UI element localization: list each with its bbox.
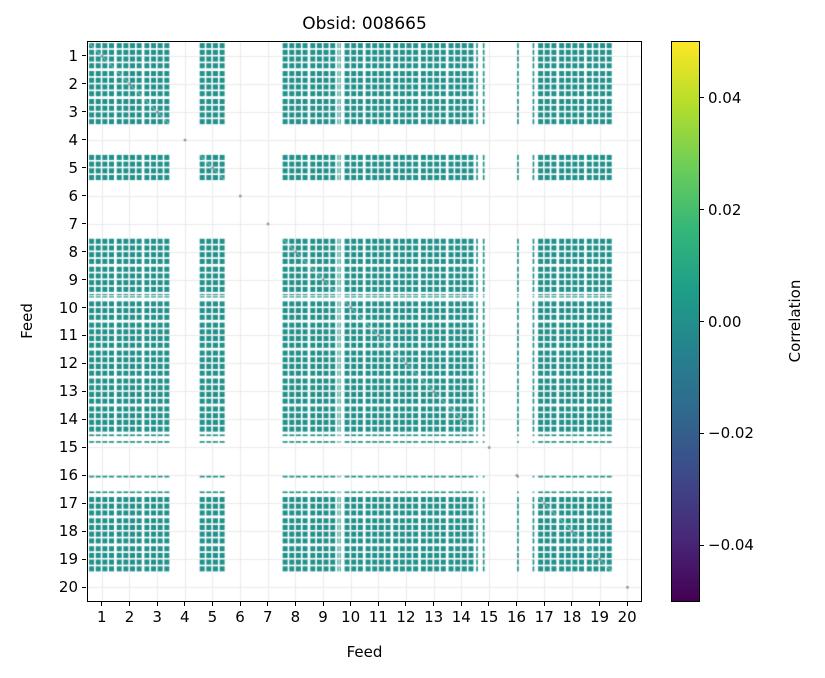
x-tick-label: 17 bbox=[534, 608, 554, 626]
x-tick-label: 11 bbox=[368, 608, 388, 626]
y-tick-label: 11 bbox=[58, 326, 78, 345]
colorbar-tick-label: −0.02 bbox=[708, 424, 754, 443]
y-tick-mark bbox=[82, 362, 86, 364]
x-tick-mark bbox=[239, 602, 241, 606]
x-tick-mark bbox=[460, 602, 462, 606]
x-tick-mark bbox=[488, 602, 490, 606]
x-tick-mark bbox=[516, 602, 518, 606]
x-tick-label: 6 bbox=[235, 608, 245, 626]
x-tick-label: 12 bbox=[396, 608, 416, 626]
x-tick-label: 16 bbox=[507, 608, 527, 626]
y-tick-label: 8 bbox=[68, 242, 78, 261]
x-tick-label: 19 bbox=[589, 608, 610, 626]
x-tick-mark bbox=[405, 602, 407, 606]
x-tick-mark bbox=[350, 602, 352, 606]
y-tick-label: 1 bbox=[68, 46, 78, 65]
y-tick-mark bbox=[82, 111, 86, 113]
x-tick-mark bbox=[433, 602, 435, 606]
y-tick-mark bbox=[82, 167, 86, 169]
y-tick-mark bbox=[82, 558, 86, 560]
x-tick-label: 9 bbox=[318, 608, 328, 626]
y-tick-mark bbox=[82, 195, 86, 197]
y-tick-mark bbox=[82, 279, 86, 281]
y-tick-mark bbox=[82, 55, 86, 57]
x-tick-mark bbox=[571, 602, 573, 606]
colorbar-tick-label: 0.00 bbox=[708, 312, 742, 331]
x-tick-label: 1 bbox=[97, 608, 107, 626]
y-tick-label: 10 bbox=[58, 298, 78, 317]
x-tick-label: 18 bbox=[562, 608, 582, 626]
x-tick-mark bbox=[184, 602, 186, 606]
colorbar-tick-label: −0.04 bbox=[708, 536, 754, 555]
x-tick-label: 5 bbox=[207, 608, 218, 626]
x-tick-mark bbox=[626, 602, 628, 606]
x-tick-label: 4 bbox=[179, 608, 190, 626]
x-tick-mark bbox=[101, 602, 103, 606]
y-tick-mark bbox=[82, 530, 86, 532]
y-tick-label: 20 bbox=[58, 578, 78, 597]
y-tick-label: 17 bbox=[58, 494, 78, 513]
x-tick-label: 20 bbox=[617, 608, 637, 626]
y-tick-label: 2 bbox=[68, 74, 78, 93]
y-tick-mark bbox=[82, 83, 86, 85]
x-tick-label: 3 bbox=[152, 608, 162, 626]
y-tick-mark bbox=[82, 334, 86, 336]
y-tick-label: 12 bbox=[58, 354, 78, 373]
colorbar-tick-label: 0.04 bbox=[708, 88, 742, 107]
y-axis-label: Feed bbox=[18, 303, 36, 339]
y-tick-label: 7 bbox=[68, 214, 78, 233]
x-axis-label: Feed bbox=[346, 643, 383, 661]
y-tick-mark bbox=[82, 251, 86, 253]
y-tick-mark bbox=[82, 474, 86, 476]
y-tick-mark bbox=[82, 586, 86, 588]
colorbar bbox=[671, 41, 700, 602]
y-tick-label: 15 bbox=[58, 438, 78, 457]
x-tick-label: 2 bbox=[124, 608, 135, 626]
plot-area bbox=[87, 41, 642, 602]
x-tick-label: 8 bbox=[290, 608, 301, 626]
y-tick-mark bbox=[82, 446, 86, 448]
y-tick-label: 4 bbox=[68, 130, 78, 149]
y-tick-label: 18 bbox=[58, 522, 78, 541]
colorbar-tick-mark bbox=[700, 544, 704, 546]
y-tick-mark bbox=[82, 390, 86, 392]
y-tick-label: 13 bbox=[58, 382, 78, 401]
y-tick-label: 6 bbox=[68, 186, 78, 205]
x-tick-label: 7 bbox=[262, 608, 273, 626]
x-tick-mark bbox=[156, 602, 158, 606]
colorbar-tick-mark bbox=[700, 97, 704, 99]
x-tick-mark bbox=[322, 602, 324, 606]
chart-title: Obsid: 008665 bbox=[302, 14, 427, 34]
y-tick-mark bbox=[82, 139, 86, 141]
colorbar-label: Correlation bbox=[786, 279, 804, 363]
y-tick-label: 3 bbox=[68, 102, 78, 121]
colorbar-tick-mark bbox=[700, 209, 704, 211]
x-tick-label: 10 bbox=[341, 608, 361, 626]
x-tick-label: 15 bbox=[479, 608, 499, 626]
colorbar-canvas bbox=[672, 42, 699, 601]
y-tick-mark bbox=[82, 307, 86, 309]
y-tick-label: 19 bbox=[58, 550, 78, 569]
x-tick-mark bbox=[211, 602, 213, 606]
y-tick-label: 14 bbox=[58, 410, 78, 429]
x-tick-label: 13 bbox=[424, 608, 444, 626]
y-tick-label: 9 bbox=[68, 270, 78, 289]
x-tick-mark bbox=[267, 602, 269, 606]
y-tick-mark bbox=[82, 418, 86, 420]
heatmap-canvas bbox=[88, 42, 641, 601]
y-tick-label: 5 bbox=[68, 158, 78, 177]
x-tick-mark bbox=[294, 602, 296, 606]
x-tick-label: 14 bbox=[451, 608, 471, 626]
x-tick-mark bbox=[128, 602, 130, 606]
y-tick-label: 16 bbox=[58, 466, 78, 485]
colorbar-tick-label: 0.02 bbox=[708, 200, 742, 219]
colorbar-tick-mark bbox=[700, 432, 704, 434]
y-tick-mark bbox=[82, 223, 86, 225]
x-tick-mark bbox=[599, 602, 601, 606]
y-tick-mark bbox=[82, 502, 86, 504]
x-tick-mark bbox=[543, 602, 545, 606]
x-tick-mark bbox=[377, 602, 379, 606]
colorbar-tick-mark bbox=[700, 321, 704, 322]
